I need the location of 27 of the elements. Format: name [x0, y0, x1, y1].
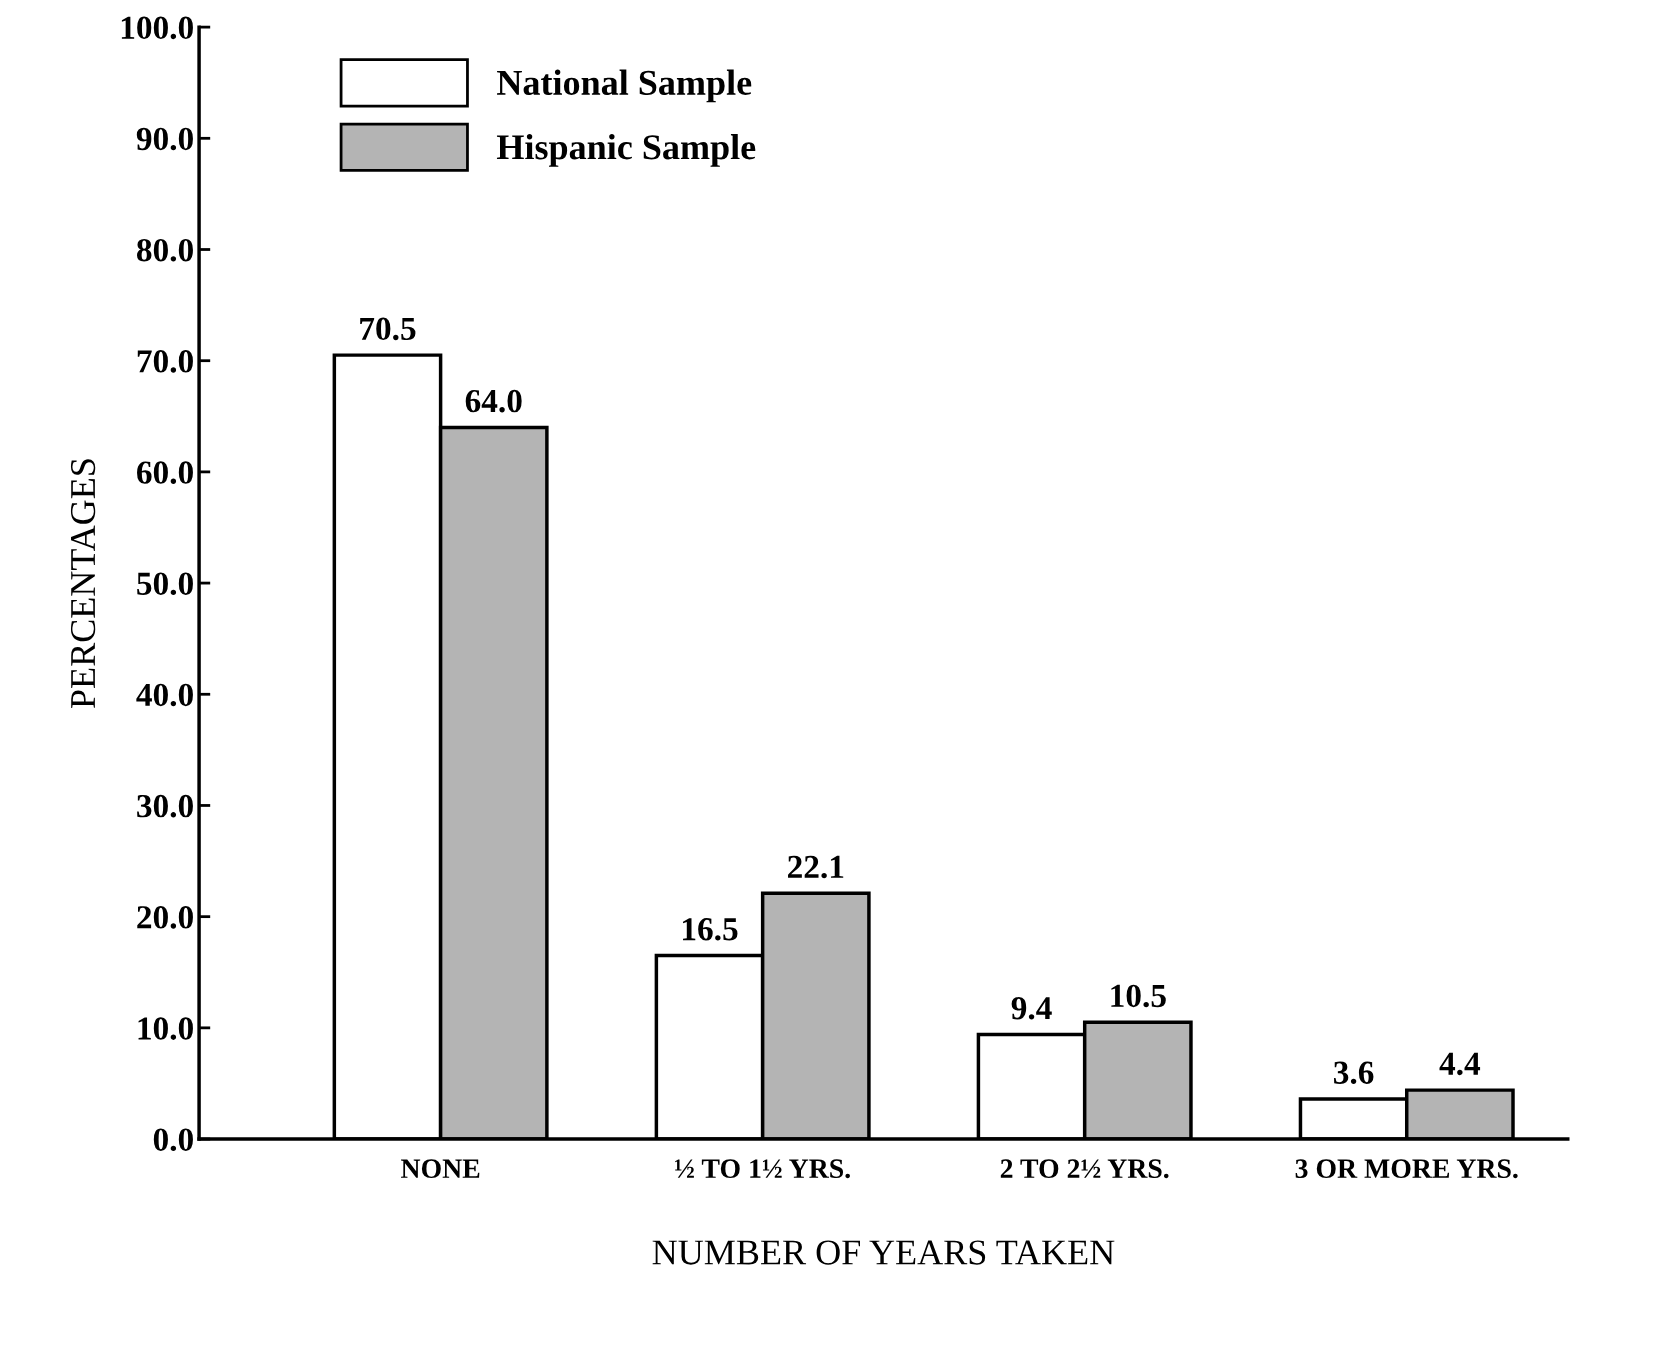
- x-axis-title: NUMBER OF YEARS TAKEN: [652, 1240, 1115, 1265]
- y-tick-label: 70.0: [137, 350, 193, 373]
- x-tick-label: 2 TO 2½ YRS.: [1000, 1159, 1169, 1179]
- data-label: 16.5: [683, 918, 738, 941]
- y-tick-label: 90.0: [136, 127, 193, 151]
- legend-label: Hispanic Sample: [496, 134, 756, 167]
- y-tick-label: 20.0: [137, 906, 193, 929]
- x-tick-label: ½ TO 1½ YRS.: [675, 1159, 850, 1179]
- data-label: 70.5: [360, 317, 416, 341]
- data-label: 64.0: [465, 389, 522, 413]
- data-label: 4.4: [1439, 1052, 1481, 1076]
- y-tick-label: 80.0: [136, 238, 193, 262]
- y-tick-label: 0.0: [153, 1128, 193, 1152]
- x-tick-label: 3 OR MORE YRS.: [1295, 1159, 1518, 1179]
- y-tick-label: 40.0: [136, 683, 193, 707]
- data-label: 22.1: [788, 855, 844, 879]
- legend-label: National Sample: [497, 69, 752, 103]
- data-label: 3.6: [1334, 1061, 1374, 1085]
- data-label: 9.4: [1011, 997, 1052, 1020]
- y-tick-label: 50.0: [137, 572, 193, 596]
- x-tick-label: NONE: [401, 1159, 480, 1179]
- y-tick-label: 100.0: [121, 16, 193, 40]
- y-tick-label: 60.0: [137, 461, 193, 484]
- data-label: 10.5: [1111, 984, 1166, 1008]
- y-tick-label: 10.0: [138, 1017, 193, 1040]
- y-tick-label: 30.0: [137, 794, 193, 818]
- y-axis-title: PERCENTAGES: [70, 459, 96, 708]
